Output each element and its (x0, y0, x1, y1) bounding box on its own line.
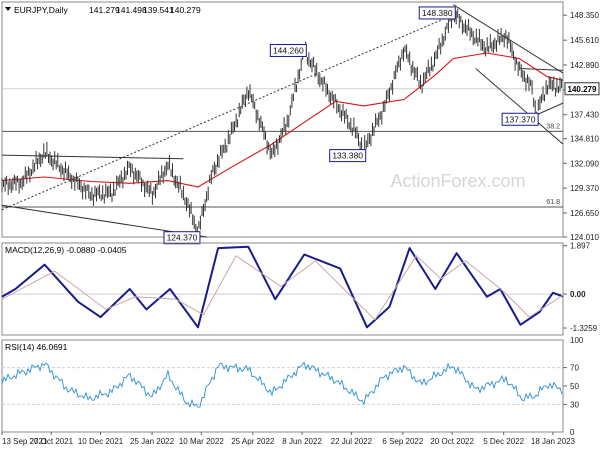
price-axis-label: 134.810 (570, 135, 599, 144)
rsi-axis-label: 0 (570, 428, 575, 437)
macd-line (1, 245, 564, 329)
trendline (520, 68, 564, 71)
ohlc-value: 139.541 (143, 5, 174, 15)
date-axis-label: 27 Oct 2021 (29, 437, 73, 446)
fib-level-label: 38.2 (546, 123, 560, 130)
dotted-trendline (1, 14, 454, 211)
price-axis-label: 145.610 (570, 36, 599, 45)
moving-average-line (1, 52, 564, 188)
price-axis-label: 129.370 (570, 184, 599, 193)
macd-axis-label: 1.897 (570, 242, 591, 251)
rsi-axis-label: 30 (570, 400, 579, 409)
macd-signal-line (1, 255, 564, 321)
last-price-value: 140.279 (568, 85, 597, 94)
date-axis-label: 5 Dec 2022 (483, 437, 524, 446)
date-axis-label: 20 Oct 2022 (430, 437, 474, 446)
ohlc-value: 141.279 (89, 5, 120, 15)
rsi-axis-label: 100 (570, 336, 584, 345)
macd-axis-label: -1.3259 (570, 324, 598, 333)
trendline (452, 4, 564, 74)
macd-title: MACD(12,26,9) -0.0880 -0.0405 (5, 245, 127, 255)
date-axis-label: 8 Jun 2022 (282, 437, 322, 446)
date-axis-label: 25 Apr 2022 (231, 437, 275, 446)
price-callout-box (501, 112, 539, 126)
price-panel-frame (1, 1, 564, 238)
watermark: ActionForex.com (390, 171, 525, 191)
date-axis-label: 25 Jan 2022 (130, 437, 175, 446)
fib-level-label: 61.8 (546, 199, 560, 206)
trendline (535, 102, 564, 116)
price-callout-box (329, 149, 367, 163)
price-axis-label: 132.090 (570, 159, 599, 168)
ohlc-value: 141.498 (116, 5, 147, 15)
ohlc-value: 140.279 (170, 5, 201, 15)
last-price-tag (564, 82, 600, 96)
price-axis-label: 137.430 (570, 111, 599, 120)
date-axis-label: 18 Jan 2023 (531, 437, 576, 446)
macd-axis-label: 0.00 (570, 290, 586, 299)
date-axis-label: 6 Sep 2022 (382, 437, 423, 446)
date-axis-label: 22 Jul 2022 (331, 437, 373, 446)
chart-menu-icon (5, 7, 11, 11)
price-callout: 148.380 (422, 8, 453, 18)
price-callout: 137.370 (505, 114, 536, 124)
price-callout-box (418, 6, 456, 20)
date-axis-label: 10 Dec 2021 (78, 437, 124, 446)
main-title: EURJPY,Daily (14, 5, 68, 15)
price-axis-label: 148.350 (570, 11, 599, 20)
price-axis-label: 124.010 (570, 233, 599, 242)
price-callout-box (163, 231, 201, 245)
rsi-line (1, 361, 563, 409)
rsi-axis-label: 50 (570, 382, 579, 391)
rsi-title: RSI(14) 46.0691 (5, 342, 68, 352)
date-axis-label: 13 Sep 2021 (2, 437, 48, 446)
trendline (1, 154, 184, 160)
price-callout: 133.380 (332, 151, 363, 161)
price-axis-label: 126.650 (570, 209, 599, 218)
price-callout: 144.260 (273, 45, 304, 55)
trendline (475, 68, 564, 145)
date-axis-label: 10 Mar 2022 (179, 437, 224, 446)
rsi-axis-label: 70 (570, 364, 579, 373)
price-callout: 124.370 (167, 233, 198, 243)
macd-panel-frame (1, 242, 564, 336)
price-axis-label: 142.890 (570, 61, 599, 70)
price-callout-box (269, 43, 307, 57)
